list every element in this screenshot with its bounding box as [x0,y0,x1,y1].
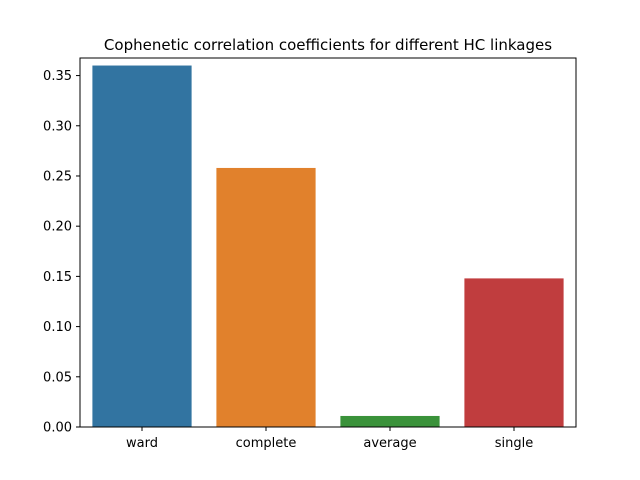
y-tick-label: 0.20 [43,220,72,235]
x-axis-ticks: ward complete average single [126,427,533,451]
y-tick-label: 0.00 [43,421,72,436]
y-tick-label: 0.35 [43,69,72,84]
plot-frame [79,57,577,428]
y-axis-ticks: 0.00 0.05 0.10 0.15 0.20 0.25 0.30 0.35 [43,69,80,436]
y-tick-label: 0.25 [43,169,72,184]
x-tick-label: single [495,436,534,451]
y-tick-label: 0.15 [43,270,72,285]
bar-average [340,415,440,427]
bars-group [92,65,564,427]
bar-complete [216,167,316,427]
y-tick-label: 0.30 [43,119,72,134]
x-tick-label: average [363,436,416,451]
x-tick-label: ward [126,436,158,451]
chart-title: Cophenetic correlation coefficients for … [104,36,552,54]
bar-ward [92,65,192,427]
x-tick-label: complete [236,436,297,451]
y-tick-label: 0.10 [43,320,72,335]
y-tick-label: 0.05 [43,370,72,385]
bar-single [464,278,564,427]
